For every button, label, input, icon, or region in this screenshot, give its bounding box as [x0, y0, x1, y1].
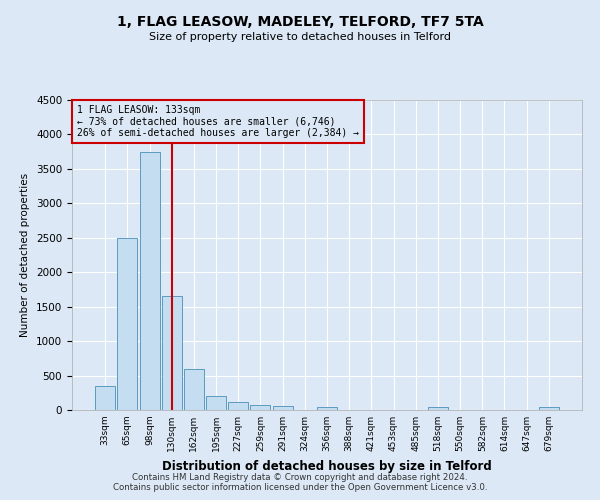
- Bar: [118, 238, 137, 410]
- Bar: [140, 152, 160, 410]
- Bar: [539, 406, 559, 410]
- Bar: [206, 396, 226, 410]
- Text: Size of property relative to detached houses in Telford: Size of property relative to detached ho…: [149, 32, 451, 42]
- Y-axis label: Number of detached properties: Number of detached properties: [20, 173, 31, 337]
- Bar: [162, 296, 182, 410]
- Text: 1, FLAG LEASOW, MADELEY, TELFORD, TF7 5TA: 1, FLAG LEASOW, MADELEY, TELFORD, TF7 5T…: [116, 15, 484, 29]
- X-axis label: Distribution of detached houses by size in Telford: Distribution of detached houses by size …: [162, 460, 492, 472]
- Bar: [272, 406, 293, 410]
- Bar: [228, 402, 248, 410]
- Bar: [428, 406, 448, 410]
- Bar: [317, 406, 337, 410]
- Bar: [250, 405, 271, 410]
- Bar: [184, 368, 204, 410]
- Text: 1 FLAG LEASOW: 133sqm
← 73% of detached houses are smaller (6,746)
26% of semi-d: 1 FLAG LEASOW: 133sqm ← 73% of detached …: [77, 104, 359, 138]
- Text: Contains HM Land Registry data © Crown copyright and database right 2024.
Contai: Contains HM Land Registry data © Crown c…: [113, 473, 487, 492]
- Bar: [95, 386, 115, 410]
